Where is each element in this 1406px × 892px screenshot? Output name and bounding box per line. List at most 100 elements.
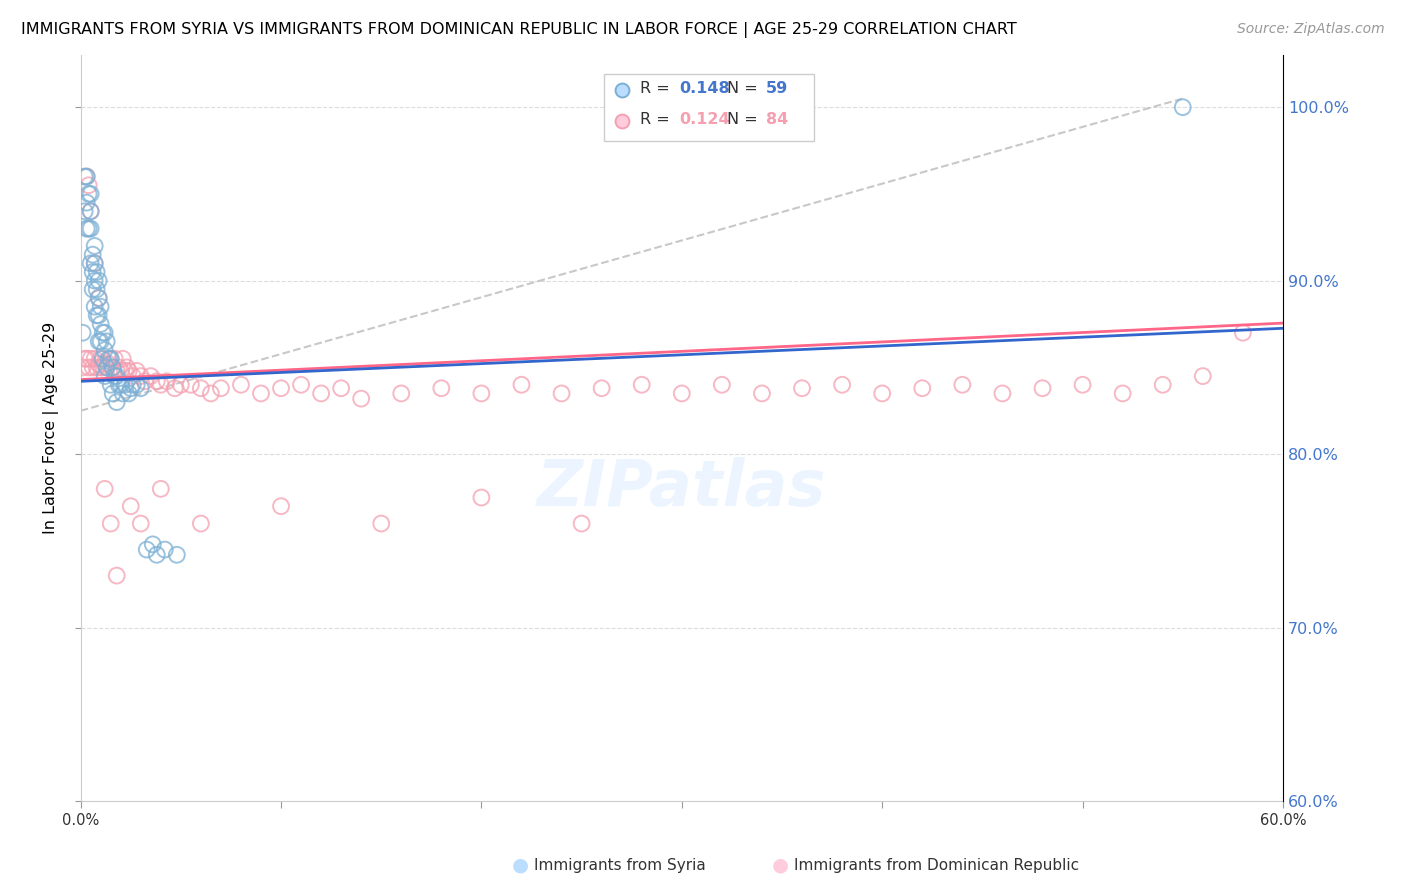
Text: Source: ZipAtlas.com: Source: ZipAtlas.com — [1237, 22, 1385, 37]
Point — [550, 386, 572, 401]
Point — [72, 326, 94, 340]
Point — [86, 282, 108, 296]
Point — [77, 360, 100, 375]
Point — [200, 386, 222, 401]
Point — [90, 351, 112, 366]
Point — [104, 351, 127, 366]
Point — [83, 256, 105, 270]
Point — [121, 369, 143, 384]
Point — [104, 369, 127, 384]
Point — [790, 381, 813, 395]
Point — [79, 256, 101, 270]
Point — [93, 482, 115, 496]
Point — [76, 195, 98, 210]
Point — [100, 516, 122, 531]
Point — [79, 351, 101, 366]
Point — [76, 169, 98, 184]
Point — [90, 317, 112, 331]
Point — [591, 381, 613, 395]
Point — [101, 360, 124, 375]
Point — [1031, 381, 1053, 395]
Point — [870, 386, 893, 401]
Point — [115, 360, 138, 375]
Text: R =: R = — [640, 112, 675, 127]
Point — [79, 204, 101, 219]
Point — [1071, 377, 1094, 392]
Point — [146, 548, 169, 562]
Point — [87, 357, 110, 371]
Point — [751, 386, 773, 401]
Point — [82, 360, 104, 375]
Point — [86, 265, 108, 279]
Point — [76, 351, 98, 366]
Point — [114, 364, 136, 378]
Point — [153, 542, 176, 557]
Point — [100, 351, 122, 366]
Point — [1111, 386, 1133, 401]
Point — [134, 374, 156, 388]
Point — [79, 186, 101, 201]
Point — [79, 221, 101, 235]
Point — [831, 377, 853, 392]
Point — [96, 360, 118, 375]
Y-axis label: In Labor Force | Age 25-29: In Labor Force | Age 25-29 — [44, 322, 59, 534]
Point — [129, 381, 152, 395]
Point — [96, 334, 118, 349]
Text: ●: ● — [512, 855, 529, 875]
Point — [149, 482, 172, 496]
Point — [105, 369, 128, 384]
Point — [1191, 369, 1213, 384]
Point — [91, 360, 114, 375]
Point — [105, 395, 128, 409]
Point — [149, 377, 172, 392]
Point — [290, 377, 312, 392]
Point — [82, 282, 104, 296]
Point — [118, 364, 141, 378]
Point — [111, 386, 134, 401]
Point — [146, 374, 169, 388]
Point — [170, 377, 193, 392]
Point — [90, 300, 112, 314]
Point — [100, 377, 122, 392]
Point — [93, 357, 115, 371]
Point — [911, 381, 934, 395]
Point — [120, 381, 142, 395]
Point — [950, 377, 973, 392]
Text: N =: N = — [727, 112, 763, 127]
Point — [93, 369, 115, 384]
Text: R =: R = — [640, 81, 675, 96]
Text: 0.148: 0.148 — [679, 81, 730, 96]
Point — [73, 169, 96, 184]
Point — [91, 351, 114, 366]
Point — [107, 360, 129, 375]
Point — [73, 204, 96, 219]
Point — [671, 386, 693, 401]
Point — [121, 377, 143, 392]
Point — [156, 374, 179, 388]
Point — [229, 377, 252, 392]
Point — [1171, 100, 1194, 114]
Point — [105, 568, 128, 582]
Point — [91, 326, 114, 340]
Point — [76, 221, 98, 235]
Point — [86, 309, 108, 323]
Point — [125, 364, 148, 378]
Point — [77, 221, 100, 235]
Point — [87, 309, 110, 323]
Point — [166, 548, 188, 562]
Point — [97, 357, 120, 371]
Point — [76, 169, 98, 184]
Point — [83, 351, 105, 366]
Point — [510, 377, 533, 392]
Text: 0.124: 0.124 — [679, 112, 730, 127]
Point — [571, 516, 593, 531]
Point — [93, 343, 115, 357]
Point — [190, 516, 212, 531]
Point — [991, 386, 1014, 401]
Point — [118, 386, 141, 401]
Point — [1152, 377, 1174, 392]
Point — [101, 360, 124, 375]
Point — [190, 381, 212, 395]
Point — [90, 334, 112, 349]
Point — [86, 360, 108, 375]
